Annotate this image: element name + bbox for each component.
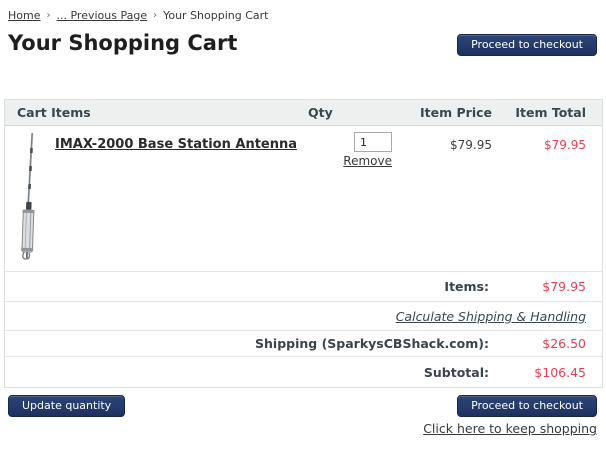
header-item-price: Item Price xyxy=(420,105,492,120)
summary-subtotal-value: $106.45 xyxy=(534,364,586,380)
cart-item-total: $79.95 xyxy=(544,138,586,152)
summary-shipping-label: Shipping (SparkysCBShack.com): xyxy=(255,336,489,351)
summary-row-shipping: Shipping (SparkysCBShack.com): $26.50 xyxy=(5,331,602,357)
summary-items-label: Items: xyxy=(444,279,489,294)
breadcrumb-separator: › xyxy=(153,9,158,21)
calculate-shipping-link[interactable]: Calculate Shipping & Handling xyxy=(395,308,586,324)
header-cart-items: Cart Items xyxy=(17,105,91,120)
breadcrumb-separator: › xyxy=(46,9,51,21)
keep-shopping-row: Click here to keep shopping xyxy=(0,421,597,436)
quantity-input[interactable] xyxy=(354,132,392,152)
title-row: Your Shopping Cart Proceed to checkout xyxy=(8,30,597,56)
breadcrumb: Home › ... Previous Page › Your Shopping… xyxy=(8,7,606,23)
summary-shipping-value: $26.50 xyxy=(542,336,586,351)
cart-item-price: $79.95 xyxy=(450,138,492,152)
header-qty: Qty xyxy=(308,105,333,120)
bottom-actions: Update quantity Proceed to checkout xyxy=(8,395,597,417)
proceed-checkout-button-bottom[interactable]: Proceed to checkout xyxy=(457,395,597,417)
cart-item-qty-cell: Remove xyxy=(300,126,392,271)
cart-item-row: IMAX-2000 Base Station Antenna Remove $7… xyxy=(5,126,602,272)
keep-shopping-link[interactable]: Click here to keep shopping xyxy=(423,421,597,436)
update-quantity-button[interactable]: Update quantity xyxy=(8,395,126,417)
breadcrumb-current: Your Shopping Cart xyxy=(163,8,269,22)
page-title: Your Shopping Cart xyxy=(8,31,238,55)
summary-items-value: $79.95 xyxy=(542,279,586,294)
summary-subtotal-label: Subtotal: xyxy=(423,364,489,380)
proceed-checkout-button-top[interactable]: Proceed to checkout xyxy=(457,34,597,56)
breadcrumb-previous-page-link[interactable]: ... Previous Page xyxy=(56,8,148,22)
summary-row-calculate-shipping: Calculate Shipping & Handling xyxy=(5,302,602,331)
header-item-total: Item Total xyxy=(515,105,586,120)
product-link[interactable]: IMAX-2000 Base Station Antenna xyxy=(55,137,298,152)
cart-item-name-cell: IMAX-2000 Base Station Antenna xyxy=(5,126,300,271)
breadcrumb-home-link[interactable]: Home xyxy=(8,8,41,22)
summary-row-items: Items: $79.95 xyxy=(5,272,602,302)
remove-link[interactable]: Remove xyxy=(343,154,392,168)
cart-table-header: Cart Items Qty Item Price Item Total xyxy=(5,100,602,126)
cart-table: Cart Items Qty Item Price Item Total xyxy=(4,99,603,388)
product-image-antenna xyxy=(13,130,47,264)
summary-row-subtotal: Subtotal: $106.45 xyxy=(5,357,602,387)
